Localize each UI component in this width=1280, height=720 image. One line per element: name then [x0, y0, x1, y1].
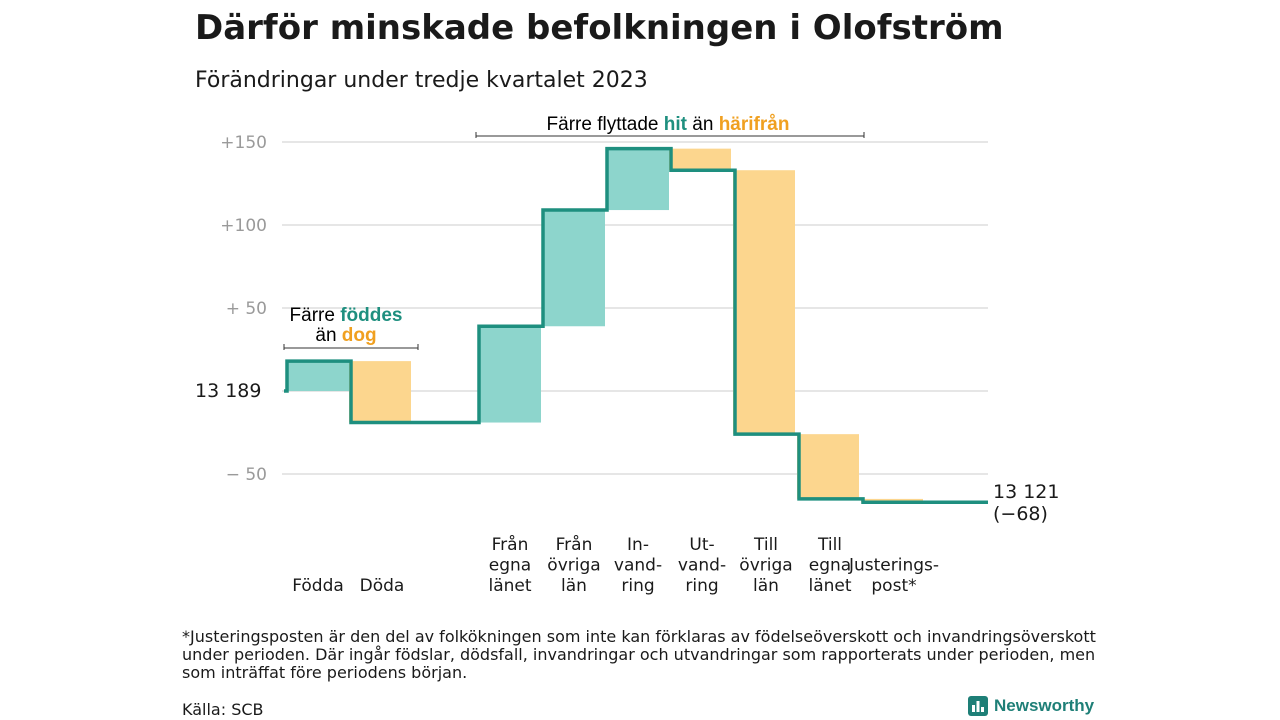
annot-top-mid: än: [687, 114, 719, 135]
annot-left-hl2: dog: [342, 325, 377, 346]
svg-text:Färre flyttade hit än härifrån: Färre flyttade hit än härifrån: [547, 114, 790, 135]
footnote: *Justeringsposten är den del av folkökni…: [182, 627, 1096, 682]
category-label: Justerings-post*: [848, 556, 939, 597]
annot-left-text: Färre: [290, 305, 341, 326]
annot-top-hl1: hit: [664, 114, 688, 135]
waterfall-bar: [479, 326, 541, 423]
category-label: Döda: [360, 576, 405, 596]
annot-left-text2: än: [315, 325, 341, 346]
bars: [287, 148, 923, 503]
annot-top-text: Färre flyttade: [547, 114, 664, 135]
category-label: Till övriga län: [739, 535, 792, 596]
waterfall-bar: [733, 170, 795, 435]
waterfall-bar: [349, 361, 411, 423]
category-label: Från egna länet: [488, 534, 531, 596]
y-axis-ticks: +150 +100 + 50 − 50: [220, 133, 267, 485]
y-tick-label: − 50: [226, 465, 267, 485]
waterfall-bar: [797, 434, 859, 499]
category-label: Från övriga län: [547, 534, 600, 596]
svg-text:än dog: än dog: [315, 325, 376, 346]
waterfall-bar: [287, 361, 349, 391]
annot-left-hl1: föddes: [340, 305, 402, 326]
category-labels: Födda Döda Från egna länet Från övriga län In-va…: [292, 534, 939, 596]
category-label: Ut-vand-ring: [678, 535, 726, 596]
y-tick-label: +150: [220, 133, 267, 153]
start-value-label: 13 189: [195, 380, 261, 402]
waterfall-bar: [607, 148, 669, 211]
category-label: Födda: [292, 576, 344, 596]
waterfall-bar: [669, 148, 731, 171]
annotation-migration: Färre flyttade hit än härifrån: [475, 114, 865, 138]
annot-top-hl2: härifrån: [719, 114, 790, 135]
brand-name: Newsworthy: [994, 696, 1095, 715]
svg-text:Färre föddes: Färre föddes: [290, 305, 403, 326]
source-label: Källa: SCB: [182, 700, 264, 719]
y-tick-label: +100: [220, 216, 267, 236]
chart-subtitle: Förändringar under tredje kvartalet 2023: [195, 68, 648, 93]
end-value-label: 13 121 (−68): [993, 481, 1059, 525]
y-tick-label: + 50: [226, 299, 267, 319]
category-label: In-vand-ring: [614, 535, 662, 596]
running-total-line: [284, 146, 988, 504]
chart-title: Därför minskade befolkningen i Olofström: [195, 8, 1004, 48]
category-label: Till egna länet: [808, 535, 851, 596]
waterfall-bar: [543, 210, 605, 327]
end-labels: 13 189 13 121 (−68): [195, 380, 1059, 525]
newsworthy-logo-icon: [968, 696, 988, 716]
annotation-births-deaths: Färre föddes än dog: [283, 305, 419, 350]
brand-logo[interactable]: Newsworthy: [968, 696, 1094, 716]
